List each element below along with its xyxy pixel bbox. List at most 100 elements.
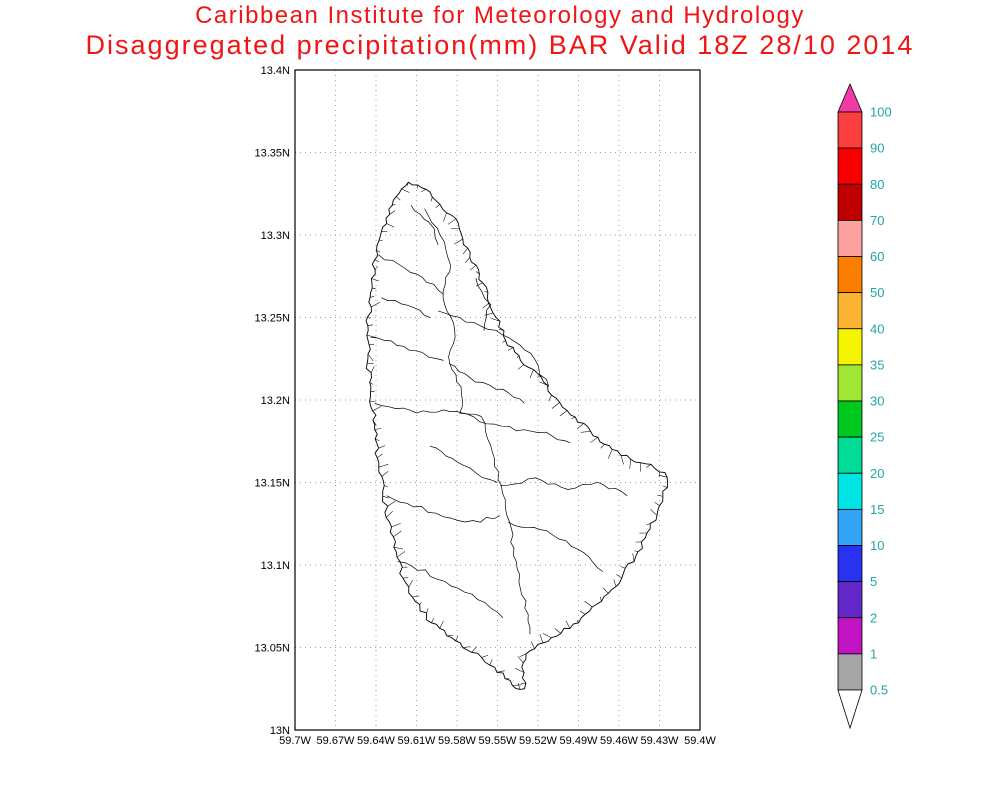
coastal-gully-tick — [539, 381, 548, 386]
watershed-boundary — [397, 561, 504, 619]
plot-border — [294, 69, 701, 731]
watershed-boundary — [429, 445, 498, 483]
coastal-gully-tick — [396, 196, 401, 201]
y-axis-label: 13.1N — [261, 560, 290, 572]
coastal-gully-tick — [634, 550, 638, 553]
coastal-gully-tick — [367, 316, 371, 319]
coastal-gully-tick — [475, 271, 480, 275]
coastal-gully-tick — [462, 248, 469, 255]
coastal-gully-tick — [498, 328, 504, 331]
x-axis-label: 59.4W — [684, 735, 716, 747]
coastal-gully-tick — [515, 668, 525, 673]
colorbar-band — [837, 617, 863, 655]
coastal-gully-tick — [475, 282, 483, 287]
coastal-gully-tick — [542, 633, 552, 638]
coastal-gully-tick — [516, 355, 520, 358]
coastal-gully-tick — [620, 566, 626, 569]
watershed-boundary — [475, 277, 492, 331]
coastal-gully-tick — [377, 453, 383, 459]
coastal-gully-tick — [370, 296, 375, 298]
watershed-boundary — [370, 336, 444, 361]
colorbar-level-label: 0.5 — [870, 683, 888, 698]
x-axis-label: 59.58W — [438, 735, 477, 747]
coastal-gully-tick — [600, 444, 605, 449]
coastal-gully-tick — [551, 402, 560, 409]
coastal-gully-tick — [371, 301, 380, 308]
coastal-gully-tick — [381, 471, 389, 477]
coastal-gully-tick — [576, 423, 584, 430]
coastal-gully-tick — [389, 210, 396, 215]
coastal-gully-tick — [369, 382, 374, 385]
coastal-gully-tick — [419, 601, 422, 605]
coastal-gully-tick — [517, 364, 524, 370]
colorbar-arrow-above-max — [837, 82, 863, 113]
watershed-boundary — [378, 254, 444, 295]
colorbar-band — [837, 472, 863, 510]
coastal-gully-tick — [371, 278, 379, 282]
x-axis-label: 59.52W — [519, 735, 558, 747]
coastal-gully-tick — [632, 553, 635, 562]
coastal-gully-tick — [408, 579, 413, 588]
island-coastline — [365, 181, 669, 690]
colorbar-level-label: 80 — [870, 177, 884, 192]
institution-title: Caribbean Institute for Meteorology and … — [195, 2, 805, 29]
plot-titles: Caribbean Institute for Meteorology and … — [0, 2, 1000, 60]
coastal-gully-tick — [370, 366, 375, 373]
plot-title: Disaggregated precipitation(mm) BAR Vali… — [85, 30, 915, 60]
colorbar-band — [837, 292, 863, 330]
coastal-gully-tick — [378, 239, 383, 242]
coastal-gully-tick — [502, 340, 506, 343]
coastal-gully-tick — [393, 546, 403, 550]
coastal-gully-tick — [512, 684, 522, 686]
coastal-gully-tick — [378, 445, 386, 449]
colorbar-level-label: 2 — [870, 610, 877, 625]
coastal-gully-tick — [439, 620, 444, 629]
x-axis-label: 59.7W — [279, 735, 311, 747]
watershed-boundary — [437, 310, 550, 387]
x-axis-label: 59.67W — [317, 735, 356, 747]
y-axis-label: 13.2N — [261, 395, 290, 407]
coastal-gully-tick — [387, 500, 396, 507]
coastal-gully-tick — [367, 353, 374, 362]
colorbar-level-label: 1 — [870, 646, 877, 661]
colorbar-level-label: 50 — [870, 285, 884, 300]
coastal-gully-tick — [369, 401, 376, 403]
coastal-gully-tick — [650, 509, 658, 516]
coastal-gully-tick — [430, 197, 433, 202]
watershed-boundary — [480, 416, 531, 635]
coastal-gully-tick — [407, 182, 409, 186]
colorbar-band — [837, 183, 863, 221]
coastal-gully-tick — [565, 620, 571, 629]
y-axis-label: 13.05N — [255, 643, 291, 655]
coastal-gully-tick — [484, 312, 494, 316]
y-axis-label: 13.35N — [255, 148, 291, 160]
coastal-gully-tick — [431, 618, 435, 623]
colorbar-level-label: 30 — [870, 394, 884, 409]
coastal-gully-tick — [579, 610, 586, 615]
coastal-gully-tick — [559, 410, 568, 417]
colorbar-band — [837, 364, 863, 402]
coastal-gully-tick — [401, 188, 410, 193]
coastal-gully-tick — [519, 653, 527, 657]
colorbar-level-label: 15 — [870, 502, 884, 517]
coastal-gully-tick — [370, 390, 375, 393]
colorbar-band — [837, 256, 863, 294]
colorbar-band — [837, 328, 863, 366]
coastal-gully-tick — [576, 619, 579, 623]
colorbar-arrow-below-min — [837, 689, 863, 730]
coastal-gully-tick — [554, 628, 562, 634]
coastal-gully-tick — [529, 369, 534, 379]
x-axis-label: 59.46W — [600, 735, 639, 747]
coastal-gully-tick — [616, 574, 622, 579]
colorbar-band — [837, 581, 863, 619]
colorbar-band — [837, 436, 863, 474]
coastal-gully-tick — [530, 641, 535, 649]
colorbar-band — [837, 147, 863, 185]
coastal-gully-tick — [482, 303, 489, 309]
coastal-gully-tick — [471, 646, 477, 653]
watershed-boundary — [424, 208, 463, 414]
coastal-gully-tick — [580, 431, 591, 433]
coastal-gully-tick — [376, 250, 381, 253]
coastal-gully-tick — [520, 682, 526, 685]
colorbar-level-label: 25 — [870, 430, 884, 445]
